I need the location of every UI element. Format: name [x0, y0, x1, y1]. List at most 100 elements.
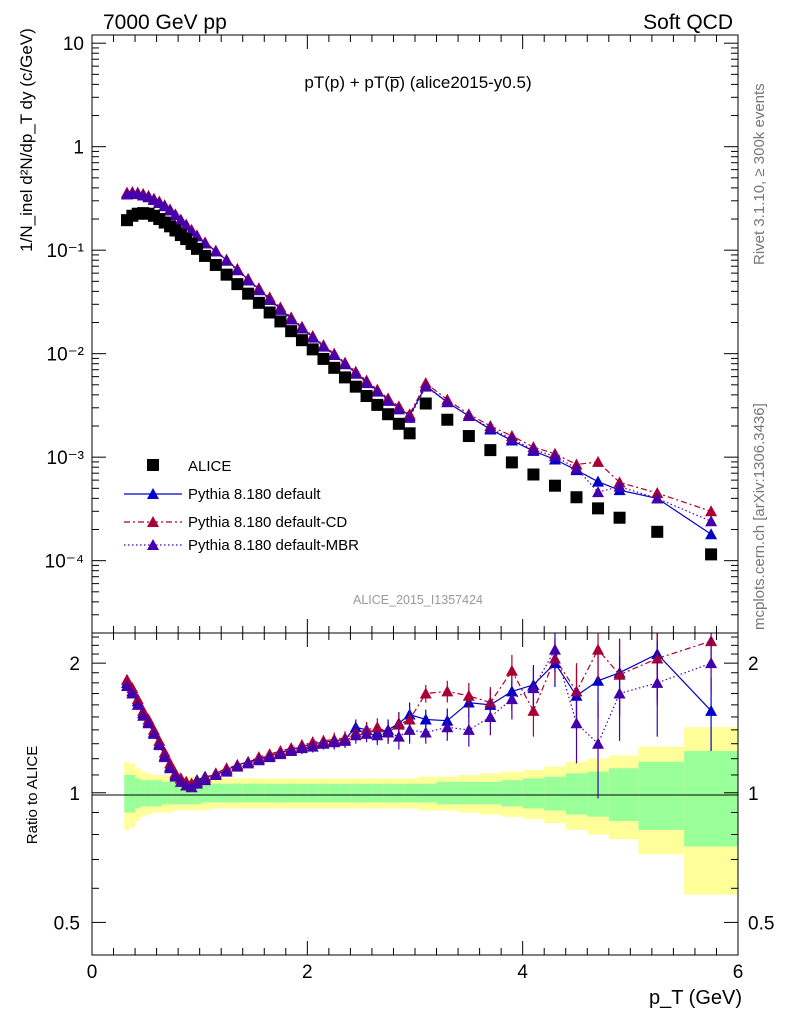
- ratio-cd-point: [441, 685, 454, 697]
- series-mbr-point: [164, 204, 177, 216]
- ratio-mbr-point: [317, 737, 330, 749]
- ratio-y-tick-label-right: 0.5: [748, 913, 774, 934]
- series-alice-point: [274, 315, 287, 328]
- series-alice-point: [613, 511, 626, 524]
- ratio-band-inner-bin: [231, 783, 243, 803]
- ratio-band-inner-bin: [253, 783, 265, 803]
- series-alice-point: [403, 427, 416, 440]
- ratio-band-inner-bin: [318, 783, 329, 803]
- ratio-band-inner-bin: [339, 783, 351, 803]
- series-mbr-point: [174, 214, 187, 226]
- ratio-band-inner-bin: [129, 774, 136, 813]
- ratio-mbr-point: [120, 680, 133, 692]
- series-alice-point: [484, 444, 497, 457]
- series-mbr-point: [651, 492, 664, 504]
- ratio-band-inner-bin: [210, 783, 222, 803]
- ratio-band-inner-bin: [194, 781, 202, 805]
- series-alice-point: [570, 491, 583, 504]
- ratio-mbr-point: [548, 643, 561, 655]
- x-axis: 0 2 4 6: [87, 35, 743, 983]
- top-y-tick-label: 10⁻¹: [47, 241, 85, 262]
- series-mbr-point: [527, 443, 540, 455]
- ratio-band-inner-bin: [307, 783, 319, 803]
- series-alice-point: [263, 306, 276, 319]
- ratio-y-axis: 2 2 1 1 0.5 0.5: [54, 636, 774, 934]
- ratio-cd-point: [120, 673, 133, 685]
- series-default-point: [592, 475, 605, 487]
- series-mbr-point: [462, 409, 475, 421]
- legend-alice-label: ALICE: [188, 458, 231, 475]
- ratio-y-tick-label-left: 1: [69, 784, 80, 805]
- analysis-id: ALICE_2015_I1357424: [353, 593, 483, 607]
- series-cd-point: [592, 455, 605, 467]
- series-mbr-point: [705, 515, 718, 527]
- main-plot-series: [120, 185, 718, 561]
- ratio-band-inner-bin: [522, 778, 545, 809]
- series-alice-point: [209, 258, 222, 271]
- top-y-axis: 10 1 10⁻¹ 10⁻² 10⁻³ 10⁻⁴: [45, 34, 738, 634]
- ratio-plot-panel: 2 2 1 1 0.5 0.5: [54, 632, 774, 956]
- series-alice-point: [328, 361, 341, 374]
- ratio-mbr-point: [419, 726, 432, 738]
- ratio-y-tick-label-right: 2: [748, 654, 759, 675]
- ratio-mbr-point: [209, 768, 222, 780]
- ratio-band-inner-bin: [156, 780, 162, 807]
- ratio-band-inner-bin: [684, 751, 738, 847]
- ratio-band-inner-bin: [167, 781, 173, 805]
- header-process-label: Soft QCD: [643, 11, 733, 34]
- top-y-tick-label: 10⁻²: [47, 345, 85, 366]
- series-alice-point: [349, 380, 362, 393]
- ratio-mbr-point: [142, 717, 155, 729]
- ratio-band-inner-bin: [458, 781, 480, 805]
- series-alice-point: [505, 456, 518, 469]
- ratio-band-inner-bin: [161, 781, 168, 805]
- ratio-band-inner-bin: [275, 783, 286, 803]
- ratio-band-inner-bin: [183, 781, 189, 805]
- ratio-mbr-point: [131, 698, 144, 710]
- ratio-mbr-point: [263, 751, 276, 763]
- series-alice-point: [592, 502, 605, 515]
- top-y-tick-label: 10⁻³: [47, 448, 85, 469]
- series-mbr-point: [613, 480, 626, 492]
- ratio-y-tick-label-left: 0.5: [54, 913, 80, 934]
- ratio-mbr-point: [126, 687, 139, 699]
- ratio-mbr-point: [252, 754, 265, 766]
- ratio-mbr-point: [484, 710, 497, 722]
- legend-default-marker: [147, 488, 159, 499]
- ratio-band-inner-bin: [135, 778, 141, 809]
- series-mbr-point: [419, 380, 432, 392]
- ratio-mbr-line: [126, 648, 712, 788]
- ratio-default-point: [419, 713, 432, 725]
- ratio-band-inner-bin: [188, 781, 195, 805]
- ratio-band-inner-bin: [221, 783, 232, 803]
- ratio-mbr-point: [527, 682, 540, 694]
- series-alice-point: [392, 417, 405, 430]
- ratio-mbr-point: [651, 676, 664, 688]
- legend-cd-marker: [147, 516, 159, 527]
- main-plot-panel: 10 1 10⁻¹ 10⁻² 10⁻³ 10⁻⁴: [45, 34, 739, 634]
- series-mbr-point: [360, 377, 373, 389]
- ratio-band-inner-bin: [501, 780, 523, 807]
- ratio-mbr-point: [505, 693, 518, 705]
- series-mbr-point: [263, 294, 276, 306]
- series-mbr-point: [158, 200, 171, 212]
- y-axis-title-bottom: Ratio to ALICE: [24, 746, 41, 844]
- ratio-mbr-point: [199, 774, 212, 786]
- rivet-version-label: Rivet 3.1.10, ≥ 300k events: [751, 83, 768, 265]
- ratio-band-inner-bin: [201, 783, 211, 803]
- ratio-mbr-point: [328, 736, 341, 748]
- series-mbr-point: [317, 340, 330, 352]
- ratio-band-inner-bin: [417, 783, 437, 803]
- ratio-mbr-point: [285, 745, 298, 757]
- ratio-y-tick-label-left: 2: [69, 654, 80, 675]
- series-mbr-point: [403, 411, 416, 423]
- series-mbr-point: [592, 486, 605, 498]
- series-mbr-point: [371, 385, 384, 397]
- series-mbr-point: [570, 462, 583, 474]
- series-alice-point: [339, 371, 352, 384]
- ratio-uncertainty-bands: [124, 727, 738, 895]
- series-mbr-point: [339, 358, 352, 370]
- series-alice-point: [705, 548, 718, 561]
- ratio-band-inner-bin: [328, 783, 340, 803]
